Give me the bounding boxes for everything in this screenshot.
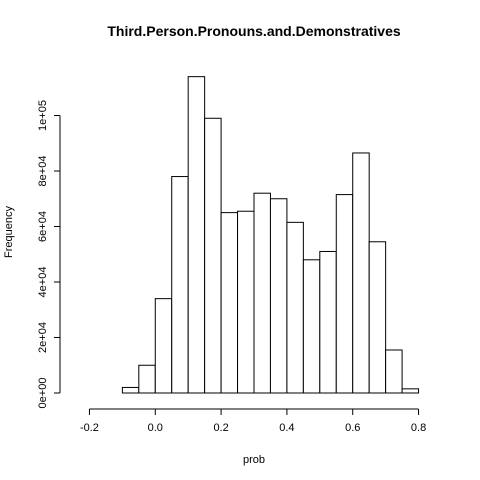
histogram-bar — [154, 298, 173, 394]
histogram-bar — [352, 152, 370, 394]
histogram-bar — [319, 250, 337, 394]
histogram-bar — [368, 241, 387, 394]
histogram-bar — [237, 210, 255, 394]
histogram-bar — [335, 194, 354, 394]
chart-title: Third.Person.Pronouns.and.Demonstratives — [107, 23, 400, 39]
histogram-bar — [204, 117, 222, 394]
x-tick-label: -0.2 — [80, 422, 99, 434]
y-tick-label: 0e+00 — [37, 378, 49, 409]
y-tick-label: 2e+04 — [37, 322, 49, 353]
y-tick-label: 4e+04 — [37, 267, 49, 298]
x-tick-label: 0.0 — [148, 422, 163, 434]
x-tick-label: 0.8 — [411, 422, 426, 434]
bars — [121, 76, 420, 394]
y-tick-label: 6e+04 — [37, 211, 49, 242]
histogram-bar — [220, 212, 239, 394]
histogram-bar — [286, 221, 304, 394]
x-tick-label: 0.2 — [213, 422, 228, 434]
x-tick-label: 0.4 — [279, 422, 294, 434]
histogram-bar — [401, 388, 420, 394]
histogram-bar — [187, 76, 206, 394]
x-axis-label: prob — [243, 454, 265, 466]
histogram-bar — [269, 198, 288, 394]
histogram-bar — [171, 176, 189, 394]
x-tick-label: 0.6 — [345, 422, 360, 434]
histogram-bar — [121, 386, 140, 394]
histogram-bar — [138, 364, 156, 394]
y-tick-label: 8e+04 — [37, 156, 49, 187]
histogram-bar — [302, 259, 321, 394]
histogram-bar — [385, 349, 403, 394]
y-tick-label: 1e+05 — [37, 100, 49, 131]
y-axis: 0e+00 2e+04 4e+04 6e+04 8e+04 1e+05 — [37, 100, 61, 409]
y-axis-label: Frequency — [3, 206, 15, 258]
histogram-bar — [253, 192, 271, 394]
x-axis: -0.2 0.0 0.2 0.4 0.6 0.8 — [80, 408, 426, 434]
